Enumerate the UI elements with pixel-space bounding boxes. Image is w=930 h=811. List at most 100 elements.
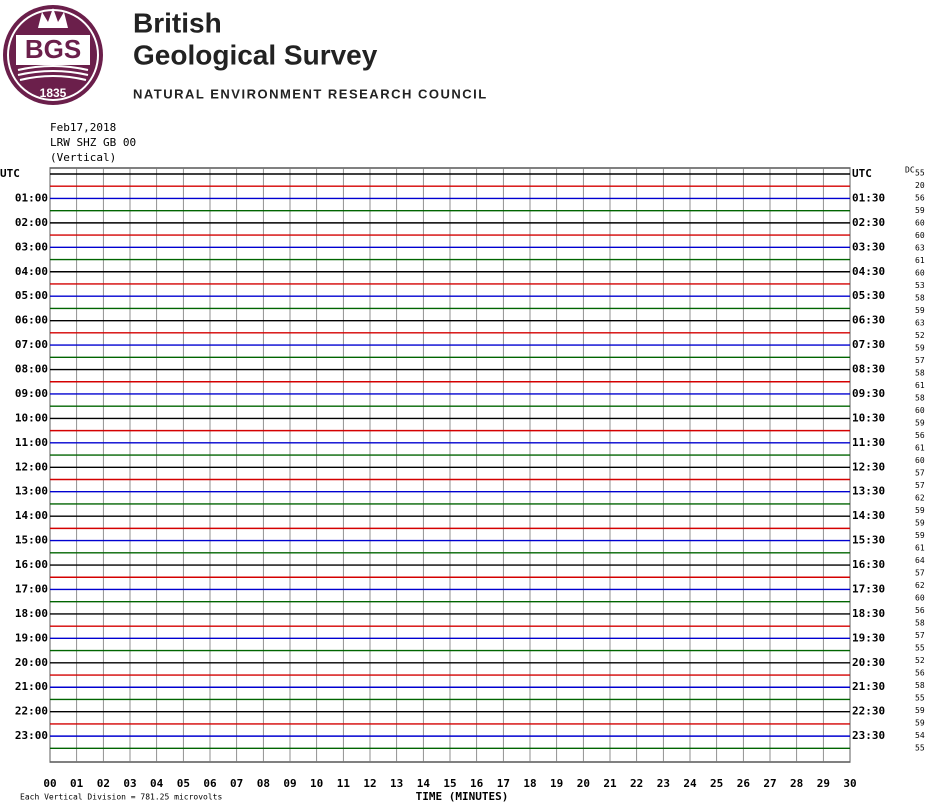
x-tick-label: 07: [230, 777, 243, 790]
right-time-label: 05:30: [852, 289, 885, 302]
dc-value: 59: [915, 519, 925, 528]
dc-value: 64: [915, 556, 925, 565]
left-time-label: 04:00: [15, 265, 48, 278]
right-time-label: 14:30: [852, 509, 885, 522]
x-tick-label: 03: [123, 777, 136, 790]
dc-value: 61: [915, 444, 925, 453]
dc-value: 63: [915, 319, 925, 328]
left-time-label: 16:00: [15, 558, 48, 571]
right-time-label: 17:30: [852, 582, 885, 595]
dc-value: 53: [915, 281, 925, 290]
left-time-label: 06:00: [15, 314, 48, 327]
right-time-label: 07:30: [852, 338, 885, 351]
x-axis-label: TIME (MINUTES): [416, 790, 509, 803]
dc-value: 62: [915, 494, 925, 503]
x-tick-label: 15: [443, 777, 456, 790]
right-time-label: 11:30: [852, 436, 885, 449]
org-name-1: British: [133, 7, 222, 38]
left-time-label: 19:00: [15, 631, 48, 644]
dc-value: 56: [915, 669, 925, 678]
dc-value: 59: [915, 206, 925, 215]
dc-value: 58: [915, 294, 925, 303]
dc-value: 59: [915, 706, 925, 715]
x-tick-label: 14: [417, 777, 431, 790]
left-time-label: 23:00: [15, 729, 48, 742]
x-tick-label: 20: [577, 777, 590, 790]
x-tick-label: 16: [470, 777, 484, 790]
right-time-label: 12:30: [852, 460, 885, 473]
x-tick-label: 22: [630, 777, 643, 790]
left-time-label: 20:00: [15, 656, 48, 669]
right-time-label: 16:30: [852, 558, 885, 571]
right-time-label: 01:30: [852, 191, 885, 204]
x-tick-label: 29: [817, 777, 830, 790]
dc-value: 58: [915, 369, 925, 378]
x-tick-label: 28: [790, 777, 803, 790]
right-time-label: 03:30: [852, 240, 885, 253]
left-time-label: 10:00: [15, 411, 48, 424]
dc-value: 56: [915, 431, 925, 440]
dc-value: 59: [915, 719, 925, 728]
dc-value: 59: [915, 344, 925, 353]
left-time-label: 03:00: [15, 240, 48, 253]
org-name-2: Geological Survey: [133, 39, 378, 70]
dc-value: 56: [915, 194, 925, 203]
x-tick-label: 24: [683, 777, 697, 790]
dc-value: 59: [915, 419, 925, 428]
right-time-label: 21:30: [852, 680, 885, 693]
dc-value: 57: [915, 481, 925, 490]
dc-value: 57: [915, 469, 925, 478]
x-tick-label: 27: [763, 777, 776, 790]
dc-value: 57: [915, 569, 925, 578]
dc-value: 55: [915, 744, 925, 753]
left-time-label: 12:00: [15, 460, 48, 473]
dc-value: 20: [915, 181, 925, 190]
left-time-label: 14:00: [15, 509, 48, 522]
x-tick-label: 19: [550, 777, 563, 790]
left-time-label: 07:00: [15, 338, 48, 351]
dc-value: 58: [915, 681, 925, 690]
left-time-label: 05:00: [15, 289, 48, 302]
dc-value: 62: [915, 581, 925, 590]
component: (Vertical): [50, 151, 116, 164]
x-tick-label: 11: [337, 777, 351, 790]
left-time-label: 15:00: [15, 534, 48, 547]
dc-value: 57: [915, 356, 925, 365]
left-time-label: 08:00: [15, 363, 48, 376]
dc-value: 60: [915, 406, 925, 415]
x-tick-label: 13: [390, 777, 403, 790]
dc-value: 54: [915, 731, 925, 740]
dc-value: 60: [915, 269, 925, 278]
dc-value: 55: [915, 694, 925, 703]
x-tick-label: 05: [177, 777, 190, 790]
right-time-label: 13:30: [852, 485, 885, 498]
left-time-label: 21:00: [15, 680, 48, 693]
right-time-label: 02:30: [852, 216, 885, 229]
right-time-label: 06:30: [852, 314, 885, 327]
dc-value: 59: [915, 531, 925, 540]
dc-value: 59: [915, 506, 925, 515]
x-tick-label: 25: [710, 777, 723, 790]
x-tick-label: 08: [257, 777, 270, 790]
dc-value: 59: [915, 306, 925, 315]
date: Feb17,2018: [50, 121, 116, 134]
x-tick-label: 10: [310, 777, 323, 790]
left-time-label: 09:00: [15, 387, 48, 400]
dc-value: 58: [915, 394, 925, 403]
dc-value: 57: [915, 631, 925, 640]
dc-value: 55: [915, 644, 925, 653]
x-tick-label: 01: [70, 777, 84, 790]
x-tick-label: 06: [203, 777, 217, 790]
dc-value: 56: [915, 606, 925, 615]
dc-value: 52: [915, 331, 925, 340]
dc-value: 60: [915, 594, 925, 603]
footer-note: Each Vertical Division = 781.25 microvol…: [20, 793, 222, 802]
right-time-label: UTC: [852, 167, 872, 180]
right-time-label: 19:30: [852, 631, 885, 644]
x-tick-label: 26: [737, 777, 751, 790]
x-tick-label: 09: [283, 777, 296, 790]
right-time-label: 20:30: [852, 656, 885, 669]
logo-text: BGS: [25, 34, 81, 64]
x-tick-label: 30: [843, 777, 856, 790]
